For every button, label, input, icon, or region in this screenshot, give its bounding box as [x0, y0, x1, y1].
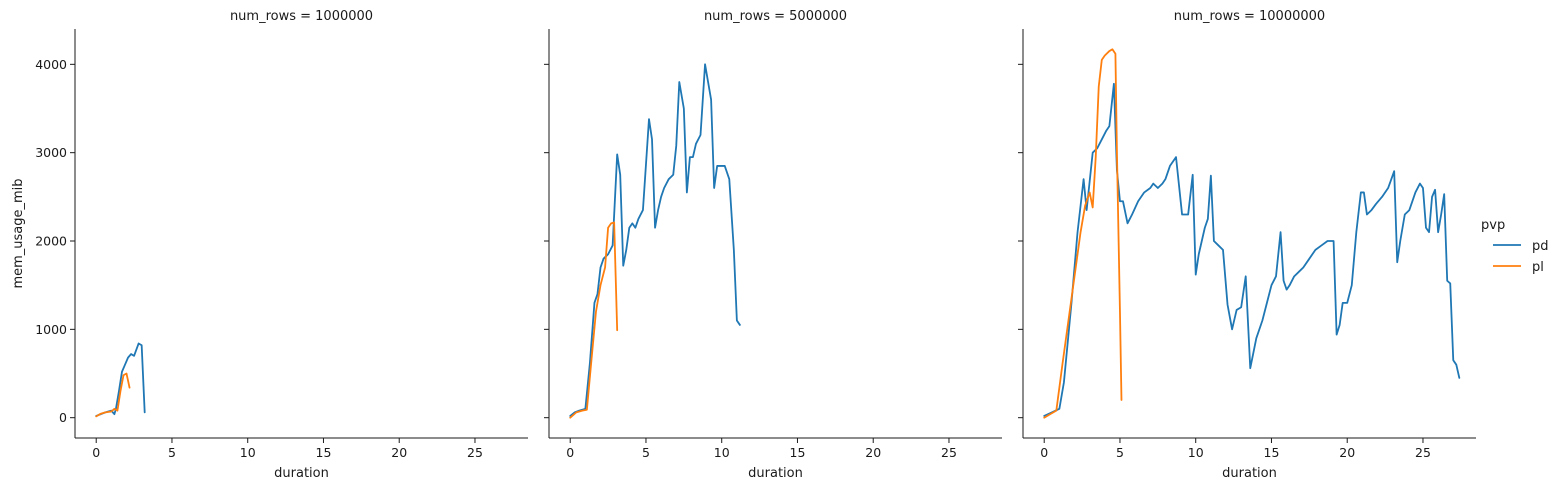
x-tick-label: 10	[1188, 445, 1204, 460]
legend: pvp pd pl	[1481, 218, 1549, 275]
y-axis-title: mem_usage_mib	[11, 178, 26, 288]
x-axis-title: duration	[274, 466, 329, 481]
y-tick-label: 2000	[35, 234, 67, 249]
x-tick-label: 0	[1040, 445, 1048, 460]
x-tick-label: 0	[566, 445, 574, 460]
y-tick-label: 0	[59, 410, 67, 425]
facet-panel-2: num_rows = 5000000 0 5 10 15 20 25 duration	[544, 9, 1002, 481]
x-tick-label: 15	[316, 445, 332, 460]
x-tick-label: 10	[714, 445, 730, 460]
x-tick-label: 15	[790, 445, 806, 460]
series-line-pd	[95, 342, 146, 417]
panel-title: num_rows = 5000000	[704, 9, 847, 24]
legend-label-pl: pl	[1532, 260, 1544, 275]
y-tick-label: 1000	[35, 322, 67, 337]
x-tick-label: 20	[391, 445, 407, 460]
series-line-pl	[1043, 48, 1123, 419]
x-tick-label: 5	[168, 445, 176, 460]
facet-panel-1: num_rows = 1000000 0 5 10 15 20 25 0 1000 2000 300…	[35, 9, 528, 481]
legend-label-pd: pd	[1532, 239, 1549, 254]
x-tick-label: 25	[467, 445, 483, 460]
panel-title: num_rows = 10000000	[1174, 9, 1325, 24]
panels-layer: num_rows = 10000000 5 10 15 20 25010002000300…	[11, 9, 1476, 481]
y-tick-label: 4000	[35, 57, 67, 72]
x-tick-label: 15	[1264, 445, 1280, 460]
series-line-pd	[1043, 82, 1461, 417]
facet-panel-3: num_rows = 10000000 0 5 10 15 20 25 duration	[1018, 9, 1476, 481]
series-line-pl	[569, 221, 619, 419]
x-tick-label: 25	[941, 445, 957, 460]
x-tick-label: 20	[1339, 445, 1355, 460]
x-axis-title: duration	[748, 466, 803, 481]
x-tick-label: 10	[240, 445, 256, 460]
y-tick-label: 3000	[35, 145, 67, 160]
series-line-pl	[95, 372, 131, 418]
x-axis-title: duration	[1222, 466, 1277, 481]
x-tick-label: 25	[1415, 445, 1431, 460]
x-tick-label: 20	[865, 445, 881, 460]
legend-title: pvp	[1481, 218, 1505, 233]
panel-title: num_rows = 1000000	[230, 9, 373, 24]
x-tick-label: 5	[1116, 445, 1124, 460]
x-tick-label: 5	[642, 445, 650, 460]
x-tick-label: 0	[92, 445, 100, 460]
series-line-pd	[569, 63, 741, 417]
